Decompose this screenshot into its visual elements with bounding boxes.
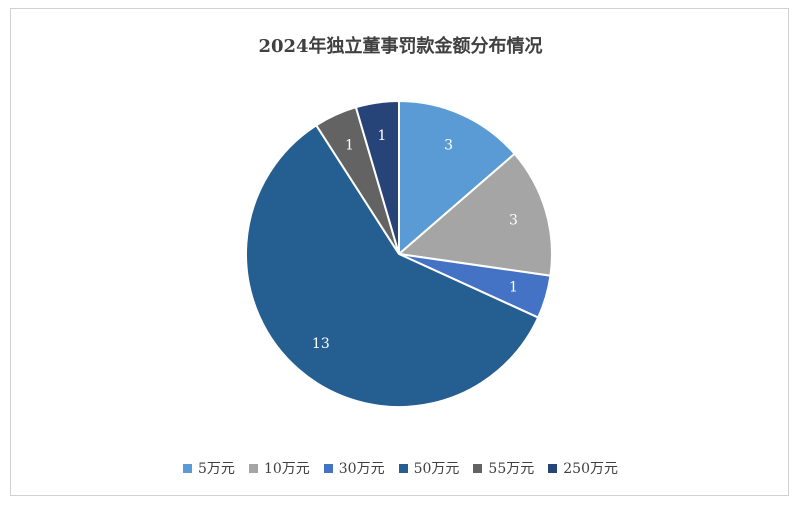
data-label-30万元: 1: [509, 280, 518, 296]
pie-slice-250万元: [354, 99, 400, 255]
legend-swatch: [183, 463, 193, 473]
legend-swatch: [398, 463, 408, 473]
legend-swatch: [323, 463, 333, 473]
legend-label: 5万元: [198, 461, 235, 477]
chart-title: 2024年独立董事罚款金额分布情况: [258, 36, 543, 57]
legend-item-10万元: 10万元: [248, 458, 310, 478]
legend-item-50万元: 50万元: [398, 458, 460, 478]
legend-item-30万元: 30万元: [323, 458, 385, 478]
data-label-5万元: 3: [444, 137, 453, 153]
data-label-250万元: 1: [378, 128, 387, 144]
legend-item-250万元: 250万元: [548, 458, 618, 478]
legend-swatch: [548, 463, 558, 473]
data-label-55万元: 1: [345, 137, 354, 153]
legend-label: 50万元: [413, 461, 460, 477]
legend-label: 55万元: [488, 461, 535, 477]
data-label-50万元: 13: [312, 336, 330, 352]
legend-label: 10万元: [263, 461, 310, 477]
pie-slice-50万元: [245, 123, 540, 408]
data-label-10万元: 3: [509, 212, 518, 228]
legend-item-5万元: 5万元: [183, 458, 235, 478]
chart-legend: 5万元 10万元 30万元 50万元 55万元 250万元: [0, 458, 801, 478]
legend-label: 250万元: [563, 461, 618, 477]
legend-swatch: [248, 463, 258, 473]
pie-slice-5万元: [398, 99, 517, 257]
legend-swatch: [473, 463, 483, 473]
legend-item-55万元: 55万元: [473, 458, 534, 478]
pie-slice-10万元: [396, 152, 553, 277]
legend-label: 30万元: [338, 461, 385, 477]
